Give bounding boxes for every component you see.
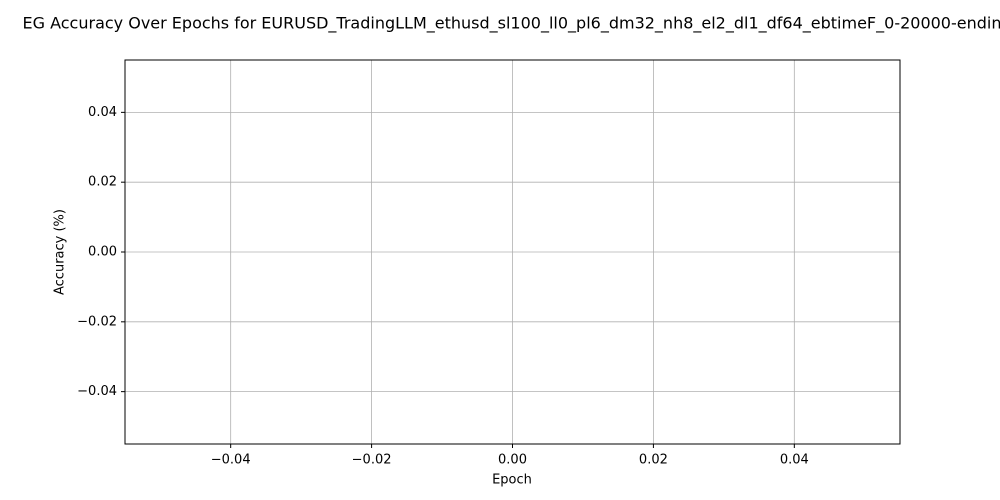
y-axis-label: Accuracy (%): [53, 209, 68, 295]
x-tick-label: 0.02: [639, 453, 668, 468]
x-tick-label: −0.04: [211, 453, 251, 468]
y-tick-label: 0.00: [88, 245, 117, 260]
y-tick-label: 0.04: [88, 105, 117, 120]
x-ticks: −0.04 −0.02 0.00 0.02 0.04: [211, 444, 809, 468]
y-tick-label: 0.02: [88, 175, 117, 190]
x-axis-label: Epoch: [492, 473, 532, 488]
grid: [125, 60, 900, 444]
chart-title: EG Accuracy Over Epochs for EURUSD_Tradi…: [23, 14, 1000, 34]
x-tick-label: 0.00: [498, 453, 527, 468]
y-tick-label: −0.04: [77, 384, 117, 399]
y-tick-label: −0.02: [77, 314, 117, 329]
y-ticks: 0.04 0.02 0.00 −0.02 −0.04: [77, 105, 125, 399]
x-tick-label: −0.02: [352, 453, 392, 468]
x-tick-label: 0.04: [780, 453, 809, 468]
